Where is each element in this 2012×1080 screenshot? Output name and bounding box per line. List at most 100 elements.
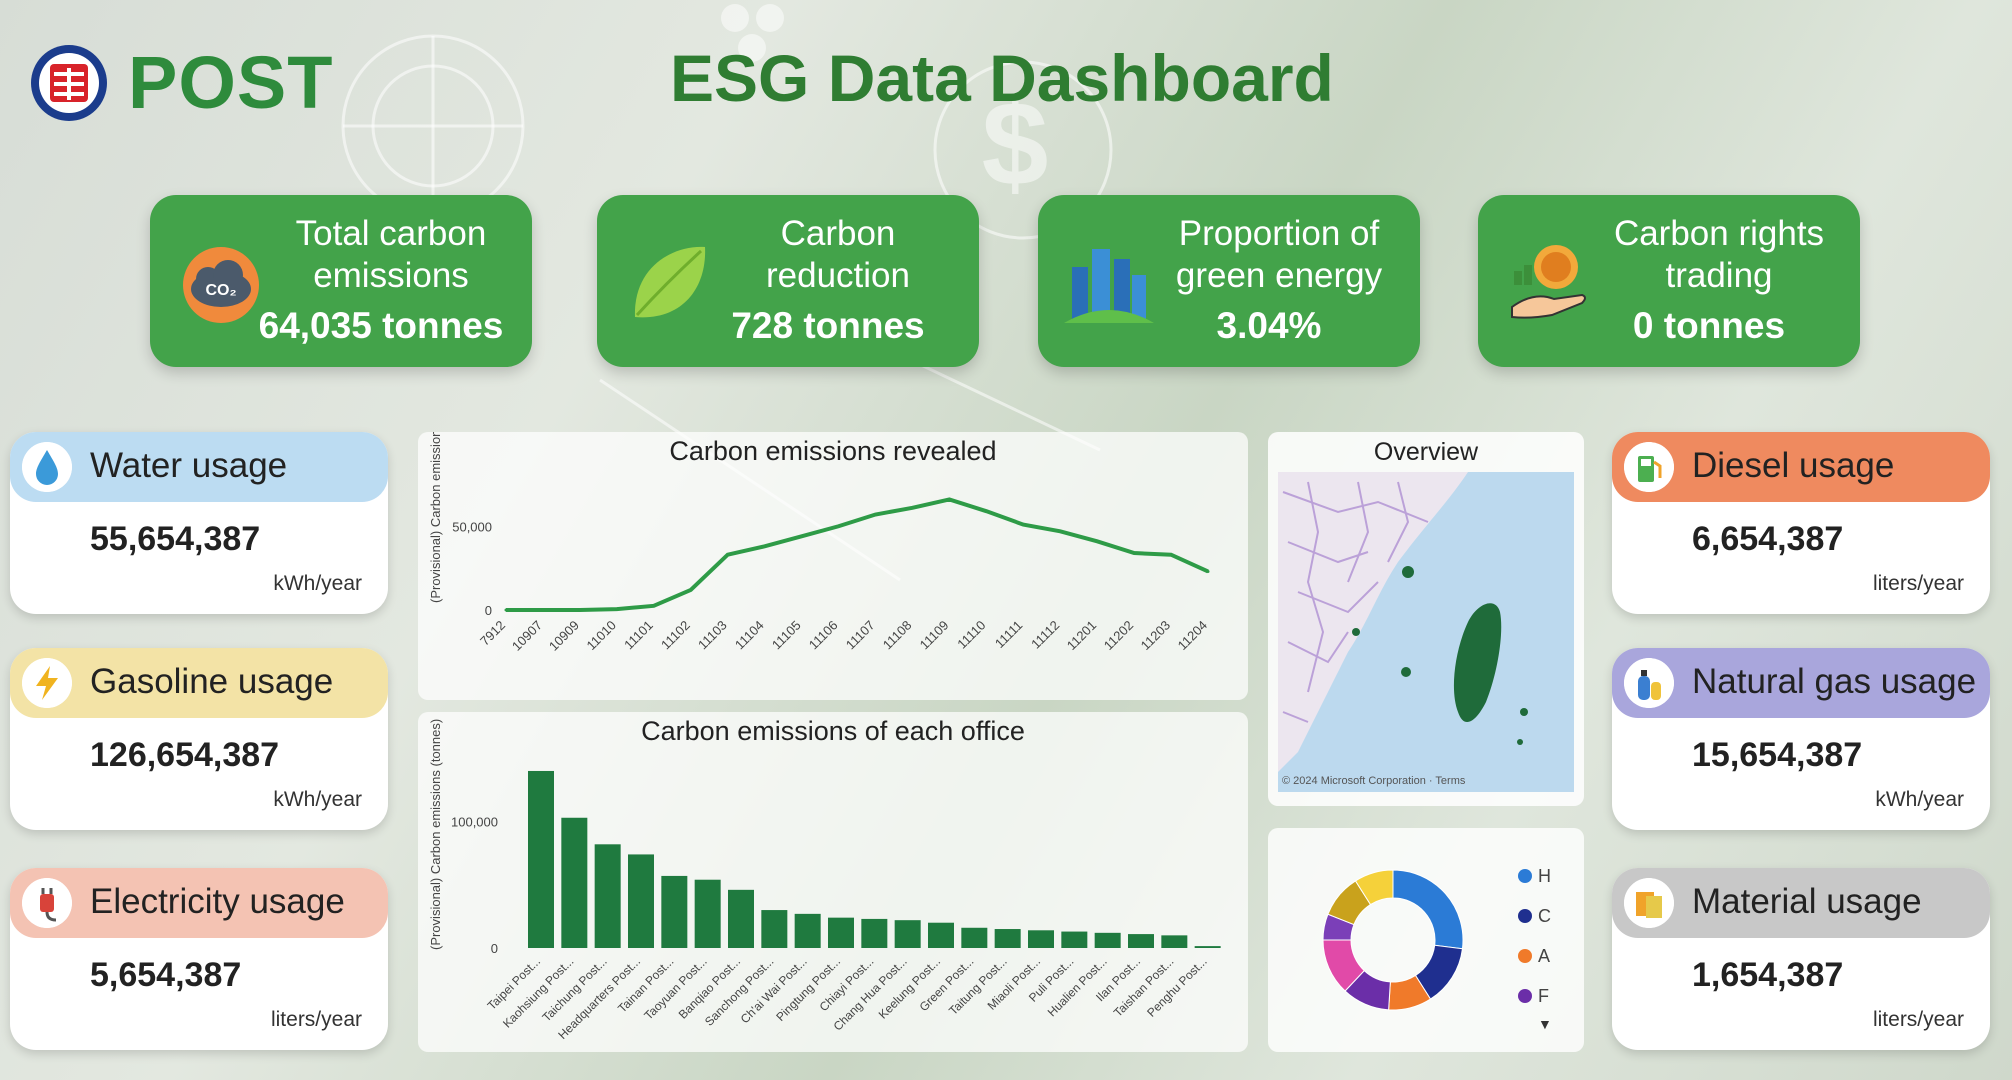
x-tick-label: 11110 xyxy=(954,618,988,652)
bar xyxy=(1028,930,1054,948)
card-value: 1,654,387 xyxy=(1692,956,1844,994)
bar xyxy=(794,913,821,948)
y-tick-label: 100,000 xyxy=(451,815,498,830)
card-electricity-usage[interactable]: Electricity usage 5,654,387 liters/year xyxy=(10,868,388,1050)
card-header xyxy=(1612,432,1990,502)
series-line xyxy=(506,497,1209,612)
legend-label: C xyxy=(1538,905,1551,926)
x-tick-label: 11108 xyxy=(880,618,915,653)
card-label: Electricity usage xyxy=(90,882,345,921)
line-chart[interactable]: (Provisional) Carbon emissions (tonnes) 0… xyxy=(418,432,1248,700)
card-unit: kWh/year xyxy=(273,572,362,595)
card-unit: liters/year xyxy=(1872,1008,1964,1031)
donut-slice xyxy=(1354,869,1394,906)
map-title: Overview xyxy=(1373,438,1479,466)
bar-chart-title: Carbon emissions of each office xyxy=(641,716,1025,746)
gas-bottle-icon xyxy=(1624,658,1674,708)
legend-swatch xyxy=(1518,949,1532,963)
card-material-usage[interactable]: Material usage 1,654,387 liters/year xyxy=(1612,868,1990,1050)
data-point xyxy=(800,534,804,538)
legend-swatch xyxy=(1518,869,1532,883)
x-tick-label: 10907 xyxy=(509,618,545,654)
kpi-carbon-reduction[interactable]: Carbon reduction 728 tonnes xyxy=(597,195,979,367)
data-point xyxy=(1021,523,1025,527)
kpi-carbon-trading[interactable]: Carbon rights trading 0 tonnes xyxy=(1478,195,1860,367)
card-diesel-usage[interactable]: Diesel usage 6,654,387 liters/year xyxy=(1612,432,1990,614)
data-point xyxy=(763,544,767,548)
x-tick-label: 11106 xyxy=(806,618,841,653)
data-point xyxy=(615,607,619,611)
legend-item[interactable]: H xyxy=(1518,856,1552,896)
card-label: Natural gas usage xyxy=(1692,662,1977,701)
data-point xyxy=(910,506,914,510)
bar xyxy=(594,844,621,948)
card-natural-gas-usage[interactable]: Natural gas usage 15,654,387 kWh/year xyxy=(1612,648,1990,830)
leaf-icon xyxy=(634,246,706,318)
legend-item[interactable]: C xyxy=(1518,896,1552,936)
donut-chart[interactable] xyxy=(1268,828,1584,1052)
bar xyxy=(628,854,654,948)
donut-panel[interactable]: H C A F ▼ xyxy=(1268,828,1584,1052)
kpi-value: 64,035 tonnes xyxy=(258,305,504,346)
bar xyxy=(1194,946,1221,948)
bar-chart[interactable]: (Provisional) Carbon emissions (tonnes) 0… xyxy=(418,712,1248,1052)
y-axis-label: (Provisional) Carbon emissions (tonnes) xyxy=(428,432,443,603)
bar xyxy=(1161,935,1188,948)
bar xyxy=(528,770,554,948)
kpi-label: Carbon reduction xyxy=(766,214,910,295)
bar xyxy=(1061,931,1088,948)
card-value: 5,654,387 xyxy=(90,956,242,994)
data-point xyxy=(541,608,545,612)
data-point xyxy=(1132,551,1136,555)
x-tick-label: 11201 xyxy=(1064,618,1099,653)
x-tick-label: 11107 xyxy=(843,618,878,653)
data-point xyxy=(726,553,730,557)
water-drop-icon xyxy=(22,442,72,492)
card-label: Water usage xyxy=(90,446,288,485)
card-unit: kWh/year xyxy=(1875,788,1964,811)
card-water-usage[interactable]: Water usage 55,654,387 kWh/year xyxy=(10,432,388,614)
data-point xyxy=(578,608,582,612)
y-axis-label: (Provisional) Carbon emissions (tonnes) xyxy=(428,719,443,950)
svg-text:CO₂: CO₂ xyxy=(205,282,236,299)
legend-scroll-down-icon[interactable]: ▼ xyxy=(1538,1016,1552,1032)
line-chart-panel[interactable]: Carbon emissions revealed (Provisional) … xyxy=(418,432,1248,700)
taiwan-map[interactable]: © 2024 Microsoft Corporation · Terms xyxy=(1278,472,1574,792)
data-point xyxy=(837,524,841,528)
hand-coin-icon xyxy=(1511,245,1586,319)
donut-slice xyxy=(1392,869,1464,950)
data-point xyxy=(652,604,656,608)
legend-item[interactable]: A xyxy=(1518,936,1552,976)
bar xyxy=(694,879,721,948)
bar xyxy=(561,817,588,948)
materials-icon xyxy=(1624,878,1674,928)
bar xyxy=(961,927,988,948)
logo-text: POST xyxy=(128,41,334,124)
map-panel[interactable]: Overview © 2024 Microsoft Corporation · … xyxy=(1268,432,1584,806)
data-point xyxy=(1058,529,1062,533)
legend-item[interactable]: F xyxy=(1518,976,1552,1016)
x-tick-label: 11203 xyxy=(1138,618,1173,653)
line-chart-title: Carbon emissions revealed xyxy=(669,436,997,466)
card-gasoline-usage[interactable]: Gasoline usage 126,654,387 kWh/year xyxy=(10,648,388,830)
fuel-pump-icon xyxy=(1624,442,1674,492)
data-point xyxy=(984,509,988,513)
card-header xyxy=(1612,648,1990,718)
card-value: 6,654,387 xyxy=(1692,520,1844,558)
kpi-green-energy[interactable]: Proportion of green energy 3.04% xyxy=(1038,195,1420,367)
kpi-total-carbon[interactable]: CO₂ Total carbon emissions 64,035 tonnes xyxy=(150,195,532,367)
card-header xyxy=(10,432,388,502)
x-tick-label: 11105 xyxy=(769,618,804,653)
bar-chart-panel[interactable]: Carbon emissions of each office (Provisi… xyxy=(418,712,1248,1052)
bar xyxy=(828,917,854,948)
green-buildings-icon xyxy=(1064,249,1154,323)
bar xyxy=(761,910,788,948)
bar xyxy=(728,889,754,948)
kpi-value: 0 tonnes xyxy=(1632,305,1786,346)
card-label: Diesel usage xyxy=(1692,446,1895,485)
x-tick-label: 10909 xyxy=(546,618,582,654)
x-tick-label: 11102 xyxy=(658,618,693,653)
kpi-value: 728 tonnes xyxy=(731,305,925,346)
data-point xyxy=(1095,539,1099,543)
card-header xyxy=(1612,868,1990,938)
